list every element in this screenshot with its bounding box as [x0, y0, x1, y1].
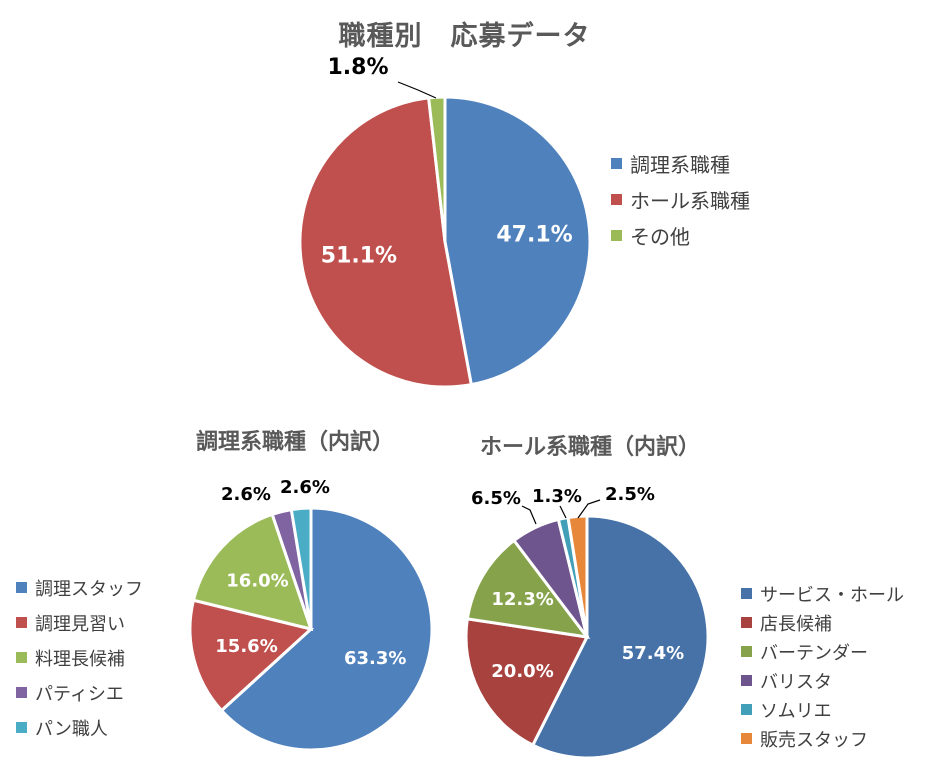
hall-legend-item: バーテンダー [741, 637, 904, 666]
legend-swatch [611, 157, 622, 169]
legend-label: 調理スタッフ [35, 578, 143, 600]
legend-label: 調理系職種 [630, 152, 730, 177]
legend-label: パン職人 [35, 718, 108, 740]
hall-legend-item: サービス・ホール [741, 579, 904, 608]
cooking-pie: 63.3% 15.6% 16.0% 2.6% 2.6% [188, 477, 434, 752]
hall-leader-line-6 [577, 499, 601, 519]
hall-slice-1 [530, 514, 710, 760]
hall-leader-line-5 [559, 505, 567, 519]
hall-data-label-6: 2.5% [605, 484, 655, 505]
legend-label: バリスタ [760, 671, 832, 693]
legend-label: サービス・ホール [760, 584, 904, 606]
legend-label: 店長候補 [760, 613, 832, 635]
main-slice-1 [443, 95, 592, 387]
legend-label: その他 [630, 224, 690, 249]
cooking-data-label-5: 2.6% [280, 477, 330, 498]
legend-label: パティシエ [35, 683, 124, 705]
legend-swatch [16, 687, 27, 698]
main-slice-2 [298, 96, 474, 389]
legend-label: ホール系職種 [630, 188, 750, 213]
legend-swatch [741, 646, 752, 657]
hall-data-label-3: 12.3% [491, 589, 553, 610]
hall-leader-line-4 [521, 505, 537, 525]
hall-data-label-1: 57.4% [622, 643, 684, 664]
legend-label: 調理見習い [35, 613, 125, 635]
hall-legend-item: ソムリエ [741, 695, 904, 724]
hall-data-label-4: 6.5% [471, 488, 521, 509]
main-legend-item: ホール系職種 [611, 181, 750, 217]
hall-chart-legend: サービス・ホール 店長候補バーテンダー バリスタソムリエ販売スタッフ [741, 579, 904, 753]
cooking-chart-legend: 調理スタッフ 調理見習い料理長候補パティシエパン職人 [16, 570, 143, 745]
hall-data-label-5: 1.3% [532, 486, 582, 507]
main-data-label-2: 51.1% [321, 244, 397, 269]
main-chart-title: 職種別 応募データ [338, 21, 591, 52]
main-leader-line-3 [397, 81, 437, 99]
legend-swatch [16, 582, 27, 593]
hall-legend-item: バリスタ [741, 666, 904, 695]
legend-label: 販売スタッフ [760, 729, 868, 751]
hall-slice-2 [464, 617, 590, 748]
legend-swatch [741, 617, 752, 628]
hall-legend-item: 販売スタッフ [741, 724, 904, 753]
main-data-label-1: 47.1% [496, 223, 572, 248]
main-slice-3 [426, 95, 447, 243]
cooking-legend-item: 調理スタッフ [16, 570, 143, 605]
main-legend-item: 調理系職種 [611, 145, 750, 181]
hall-slice-3 [465, 538, 591, 640]
legend-swatch [741, 704, 752, 715]
cooking-slice-2 [188, 598, 315, 713]
legend-swatch [611, 193, 622, 205]
legend-label: バーテンダー [760, 642, 868, 664]
cooking-legend-item: 調理見習い [16, 605, 143, 640]
cooking-legend-item: 料理長候補 [16, 640, 143, 675]
cooking-data-label-1: 63.3% [344, 648, 406, 669]
legend-swatch [16, 652, 27, 663]
hall-chart-title: ホール系職種（内訳） [480, 435, 701, 460]
legend-swatch [741, 733, 752, 744]
cooking-chart-title: 調理系職種（内訳） [196, 430, 395, 455]
cooking-data-label-3: 16.0% [226, 570, 288, 591]
hall-pie: 57.4% 20.0% 12.3% 6.5% 1.3% 2.5% [464, 484, 710, 760]
hall-slice-6 [566, 514, 589, 638]
main-pie: 47.1% 51.1% 1.8% [298, 55, 592, 389]
legend-swatch [16, 617, 27, 628]
main-chart-legend: 調理系職種ホール系職種 その他 [611, 145, 750, 253]
cooking-slice-5 [289, 506, 313, 630]
legend-swatch [611, 229, 622, 241]
legend-label: ソムリエ [760, 700, 832, 722]
cooking-slice-1 [219, 506, 434, 752]
cooking-data-label-4: 2.6% [221, 484, 271, 505]
hall-legend-item: 店長候補 [741, 608, 904, 637]
cooking-legend-item: パティシエ [16, 675, 143, 710]
legend-swatch [741, 675, 752, 686]
main-legend-item: その他 [611, 217, 750, 253]
cooking-legend-item: パン職人 [16, 710, 143, 745]
hall-data-label-2: 20.0% [491, 661, 553, 682]
cooking-data-label-2: 15.6% [215, 636, 277, 657]
legend-swatch [741, 588, 752, 599]
main-data-label-3: 1.8% [327, 55, 388, 80]
legend-swatch [16, 722, 27, 733]
legend-label: 料理長候補 [35, 648, 125, 670]
